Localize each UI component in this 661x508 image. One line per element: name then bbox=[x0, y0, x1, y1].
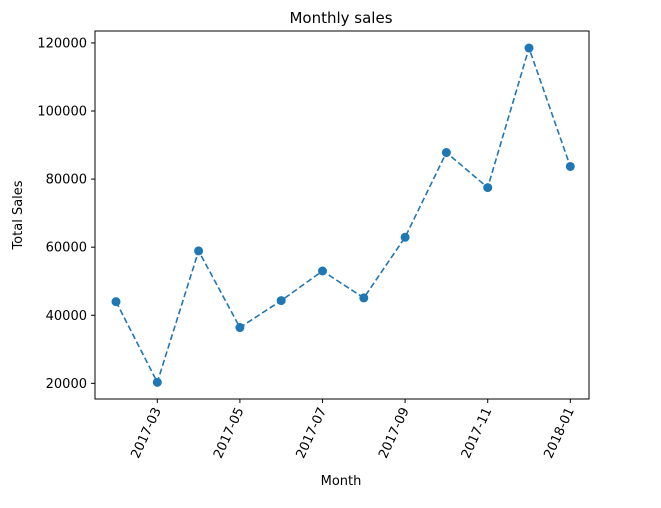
x-axis: 2017-03 2017-05 2017-07 2017-09 2017-11 2018-… bbox=[128, 399, 578, 461]
y-axis: 20000 40000 60000 80000 100000 120000 bbox=[37, 36, 95, 392]
data-point bbox=[235, 323, 245, 333]
x-tick-label: 2017-07 bbox=[294, 405, 331, 461]
y-tick-label: 20000 bbox=[46, 377, 87, 392]
series-line bbox=[115, 45, 572, 385]
x-tick-label: 2017-09 bbox=[376, 405, 413, 461]
data-point bbox=[111, 297, 121, 307]
y-tick-label: 60000 bbox=[46, 241, 87, 256]
data-point bbox=[276, 296, 286, 306]
data-point bbox=[400, 232, 410, 242]
y-tick-label: 100000 bbox=[37, 105, 87, 120]
data-point bbox=[524, 43, 534, 53]
x-tick-label: 2017-03 bbox=[128, 405, 165, 461]
data-point bbox=[441, 148, 451, 158]
y-tick-label: 120000 bbox=[37, 36, 87, 51]
data-point bbox=[152, 377, 162, 387]
plot-area bbox=[94, 30, 590, 400]
x-tick-label: 2018-01 bbox=[541, 405, 578, 461]
data-point bbox=[565, 161, 575, 171]
x-axis-label: Month bbox=[321, 474, 362, 489]
x-tick-label: 2017-11 bbox=[459, 405, 496, 461]
series-layer bbox=[111, 43, 575, 387]
y-tick-label: 80000 bbox=[46, 173, 87, 188]
y-tick-label: 40000 bbox=[46, 309, 87, 324]
data-point bbox=[359, 293, 369, 303]
data-point bbox=[194, 246, 204, 256]
x-tick-label: 2017-05 bbox=[211, 405, 248, 461]
chart-title: Monthly sales bbox=[289, 9, 392, 27]
y-axis-label: Total Sales bbox=[11, 180, 26, 250]
data-point bbox=[318, 266, 327, 276]
plot-frame bbox=[94, 30, 590, 400]
data-point bbox=[483, 183, 493, 193]
